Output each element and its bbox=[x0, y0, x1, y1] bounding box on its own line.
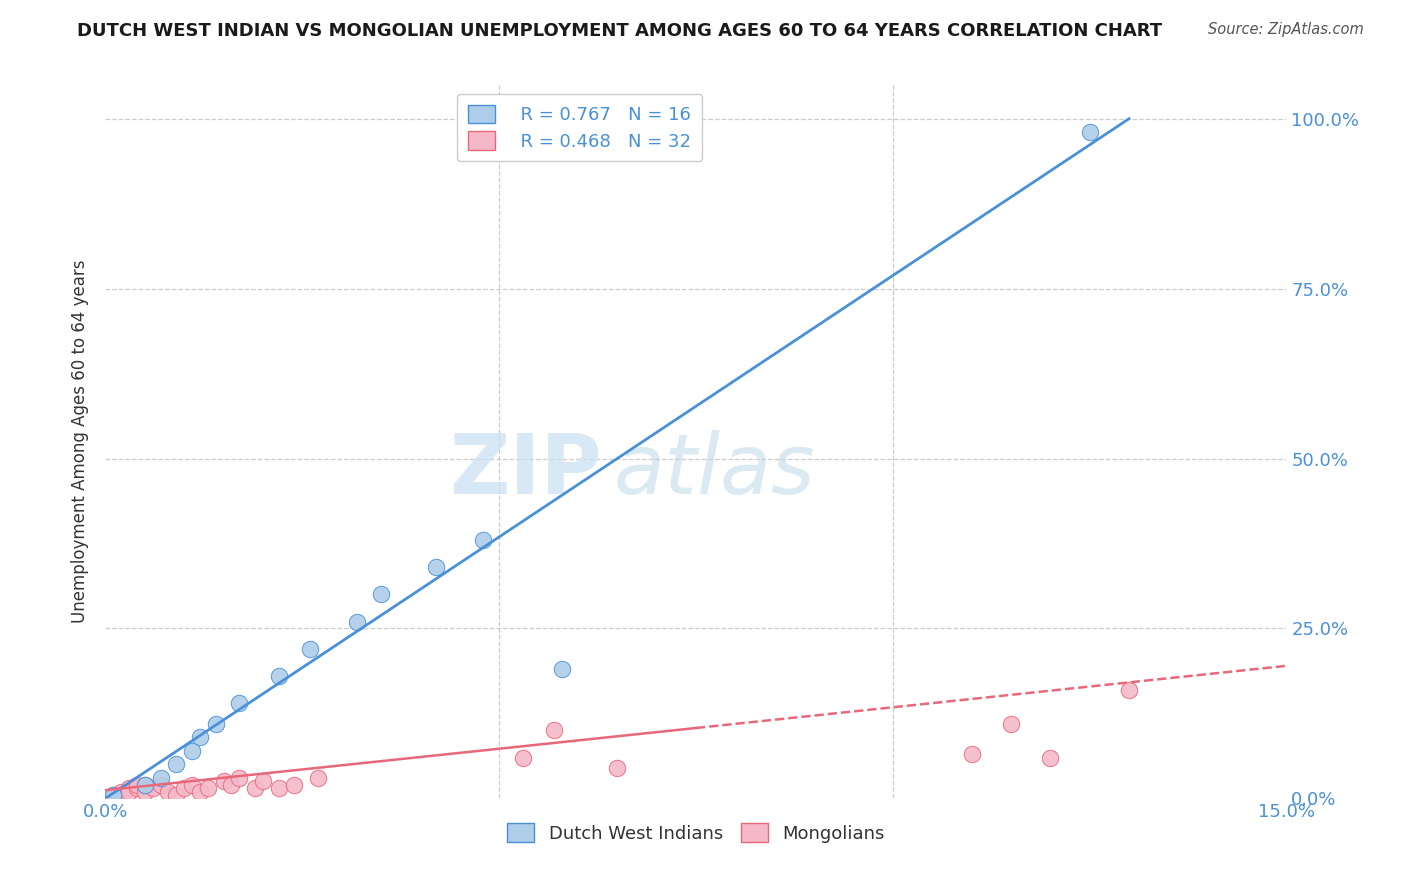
Point bbox=[252, 774, 274, 789]
Point bbox=[134, 784, 156, 798]
Legend: Dutch West Indians, Mongolians: Dutch West Indians, Mongolians bbox=[501, 816, 891, 850]
Text: ZIP: ZIP bbox=[449, 430, 602, 510]
Point bbox=[181, 744, 204, 758]
Point bbox=[267, 669, 290, 683]
Point bbox=[118, 781, 141, 796]
Point bbox=[551, 662, 574, 676]
Point bbox=[110, 788, 132, 802]
Point bbox=[188, 730, 211, 744]
Point bbox=[221, 778, 243, 792]
Point bbox=[173, 781, 195, 796]
Point bbox=[1039, 750, 1062, 764]
Text: DUTCH WEST INDIAN VS MONGOLIAN UNEMPLOYMENT AMONG AGES 60 TO 64 YEARS CORRELATIO: DUTCH WEST INDIAN VS MONGOLIAN UNEMPLOYM… bbox=[77, 22, 1163, 40]
Point bbox=[512, 750, 534, 764]
Point bbox=[157, 784, 180, 798]
Point bbox=[165, 757, 187, 772]
Point bbox=[181, 778, 204, 792]
Point bbox=[149, 778, 172, 792]
Point bbox=[543, 723, 565, 738]
Text: Source: ZipAtlas.com: Source: ZipAtlas.com bbox=[1208, 22, 1364, 37]
Point bbox=[307, 771, 329, 785]
Point bbox=[267, 781, 290, 796]
Point bbox=[197, 781, 219, 796]
Point bbox=[204, 716, 226, 731]
Point bbox=[1078, 125, 1101, 139]
Point bbox=[134, 778, 156, 792]
Point bbox=[425, 560, 447, 574]
Point bbox=[346, 615, 368, 629]
Point bbox=[125, 781, 148, 796]
Point bbox=[1000, 716, 1022, 731]
Point bbox=[103, 788, 125, 802]
Point bbox=[299, 641, 322, 656]
Point bbox=[960, 747, 983, 761]
Point bbox=[134, 778, 156, 792]
Point bbox=[212, 774, 235, 789]
Point bbox=[125, 778, 148, 792]
Point bbox=[370, 587, 392, 601]
Point bbox=[110, 784, 132, 798]
Point bbox=[103, 788, 125, 802]
Point bbox=[188, 784, 211, 798]
Point bbox=[118, 784, 141, 798]
Point bbox=[243, 781, 266, 796]
Point bbox=[283, 778, 305, 792]
Point bbox=[149, 771, 172, 785]
Point bbox=[606, 761, 628, 775]
Text: atlas: atlas bbox=[613, 430, 815, 510]
Point bbox=[228, 771, 250, 785]
Point bbox=[472, 533, 495, 547]
Point bbox=[165, 788, 187, 802]
Y-axis label: Unemployment Among Ages 60 to 64 years: Unemployment Among Ages 60 to 64 years bbox=[72, 260, 90, 624]
Point bbox=[1118, 682, 1140, 697]
Point bbox=[228, 696, 250, 710]
Point bbox=[142, 781, 165, 796]
